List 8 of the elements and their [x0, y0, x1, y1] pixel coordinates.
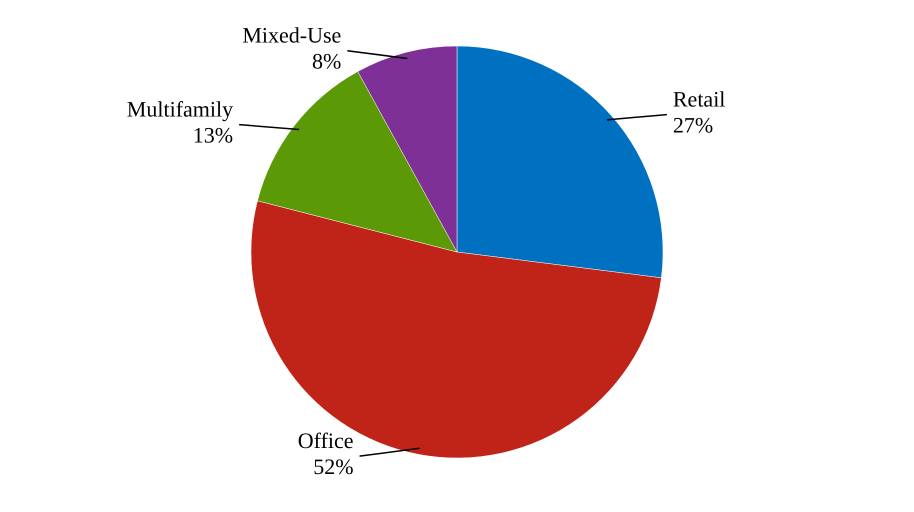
- data-label: 8%: [312, 48, 342, 74]
- slice-label: Multifamily: [126, 96, 234, 122]
- slice-label: Office: [298, 428, 354, 454]
- slice-label: Retail: [672, 86, 726, 112]
- slice-label: Mixed-Use: [242, 22, 342, 48]
- data-label: 13%: [192, 122, 234, 148]
- data-label: 52%: [313, 454, 354, 480]
- data-label: 27%: [672, 112, 714, 138]
